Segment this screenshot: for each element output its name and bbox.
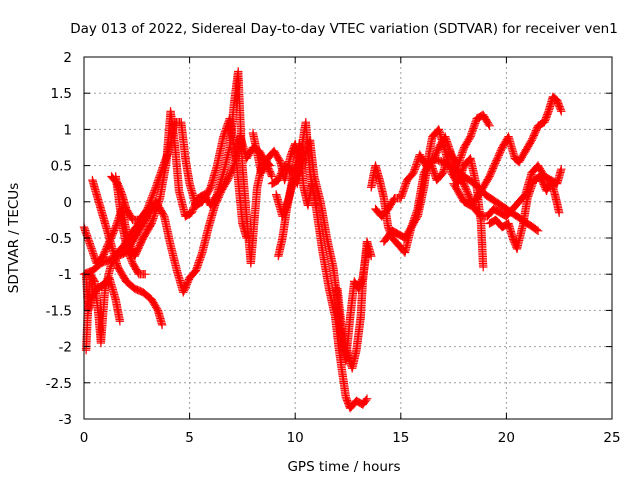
- y-tick-label: 0.5: [51, 159, 72, 175]
- y-tick-label: 1: [63, 122, 72, 138]
- y-tick-label: -2.5: [46, 376, 72, 392]
- data-series-track-18: [485, 172, 564, 254]
- y-tick-label: -1.5: [46, 303, 72, 319]
- data-series-track-17: [449, 92, 566, 210]
- x-tick-label: 15: [392, 430, 409, 446]
- data-series-track-15: [379, 146, 566, 246]
- x-tick-label: 0: [80, 430, 89, 446]
- y-tick-label: -0.5: [46, 231, 72, 247]
- y-tick-label: 2: [63, 50, 72, 66]
- data-series-track-12: [333, 237, 376, 373]
- x-tick-label: 5: [185, 430, 194, 446]
- x-tick-label: 25: [603, 430, 620, 446]
- data-points: [274, 161, 300, 261]
- y-tick-label: -2: [59, 340, 72, 356]
- y-tick-label: 0: [63, 195, 72, 211]
- data-points: [88, 175, 167, 330]
- tick-layer: 0 5 10 15 20 25 -3 -2.5 -2 -1.5 -1 -0.5 0 0.5 1 1.5 2: [46, 50, 621, 446]
- data-points: [107, 172, 150, 225]
- data-points: [333, 237, 376, 373]
- y-tick-label: -3: [59, 412, 72, 428]
- data-points: [485, 172, 564, 254]
- x-tick-label: 10: [287, 430, 304, 446]
- chart-title: Day 013 of 2022, Sidereal Day-to-day VTE…: [70, 21, 618, 37]
- data-series-track-7: [107, 172, 150, 225]
- data-points: [379, 146, 566, 246]
- y-axis-label: SDTVAR / TECUs: [6, 183, 22, 293]
- y-tick-label: -1: [59, 267, 72, 283]
- x-axis-label: GPS time / hours: [287, 459, 400, 475]
- data-layer: [79, 67, 566, 413]
- data-series-track-11: [274, 161, 300, 261]
- data-series-track-4: [88, 175, 167, 330]
- x-tick-label: 20: [498, 430, 515, 446]
- data-points: [449, 92, 566, 210]
- y-tick-label: 1.5: [51, 86, 72, 102]
